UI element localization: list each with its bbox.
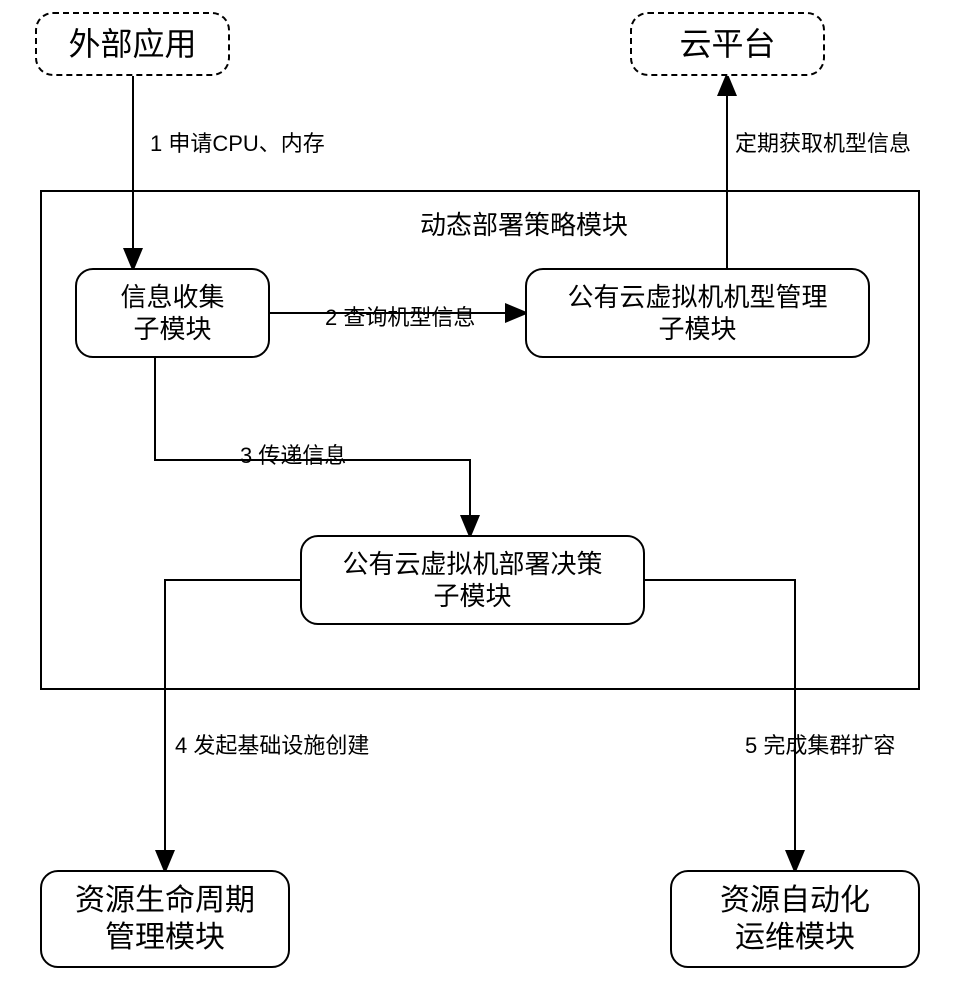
vm-type-mgmt-submodule: 公有云虚拟机机型管理子模块 <box>525 268 870 358</box>
edge-label-e2: 2 查询机型信息 <box>325 300 475 332</box>
vm-deploy-decision-submodule-label: 公有云虚拟机部署决策子模块 <box>342 548 602 613</box>
vm-deploy-decision-submodule: 公有云虚拟机部署决策子模块 <box>300 535 645 625</box>
resource-automation-module-label: 资源自动化运维模块 <box>720 882 870 957</box>
edge-label-e1: 1 申请CPU、内存 <box>150 126 325 158</box>
resource-automation-module: 资源自动化运维模块 <box>670 870 920 968</box>
edge-label-e_periodic: 定期获取机型信息 <box>735 126 911 158</box>
external-app-node: 外部应用 <box>35 12 230 76</box>
external-app-node-label: 外部应用 <box>68 24 196 64</box>
container-label: 动态部署策略模块 <box>420 205 628 242</box>
edge-label-e5: 5 完成集群扩容 <box>745 728 895 760</box>
info-collect-submodule: 信息收集子模块 <box>75 268 270 358</box>
vm-type-mgmt-submodule-label: 公有云虚拟机机型管理子模块 <box>567 281 827 346</box>
info-collect-submodule-label: 信息收集子模块 <box>120 281 224 346</box>
resource-lifecycle-module: 资源生命周期管理模块 <box>40 870 290 968</box>
cloud-platform-node: 云平台 <box>630 12 825 76</box>
edge-label-e4: 4 发起基础设施创建 <box>175 728 369 760</box>
resource-lifecycle-module-label: 资源生命周期管理模块 <box>75 882 255 957</box>
cloud-platform-node-label: 云平台 <box>679 24 775 64</box>
edge-label-e3: 3 传递信息 <box>240 438 346 470</box>
